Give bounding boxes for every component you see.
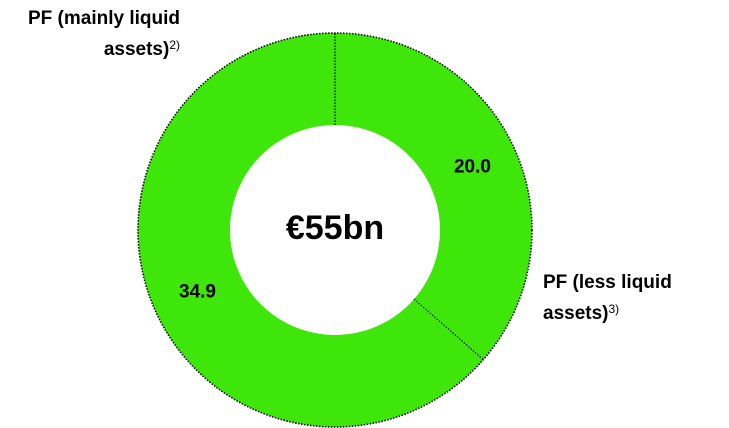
category-label: PF (mainly liquid assets)2) bbox=[0, 6, 180, 63]
donut-segment bbox=[138, 33, 484, 428]
category-text: PF (less liquid assets) bbox=[543, 272, 672, 324]
segment-divider bbox=[413, 298, 484, 361]
data-label: 20.0 bbox=[454, 157, 491, 178]
center-label: €55bn bbox=[286, 209, 384, 247]
donut-segment bbox=[335, 33, 532, 360]
outer-border bbox=[137, 32, 533, 428]
category-label: PF (less liquid assets)3) bbox=[543, 270, 693, 327]
data-label: 34.9 bbox=[179, 281, 216, 302]
category-text: PF (mainly liquid assets) bbox=[27, 8, 180, 60]
footnote-ref: 3) bbox=[608, 302, 620, 316]
footnote-ref: 2) bbox=[169, 38, 180, 52]
